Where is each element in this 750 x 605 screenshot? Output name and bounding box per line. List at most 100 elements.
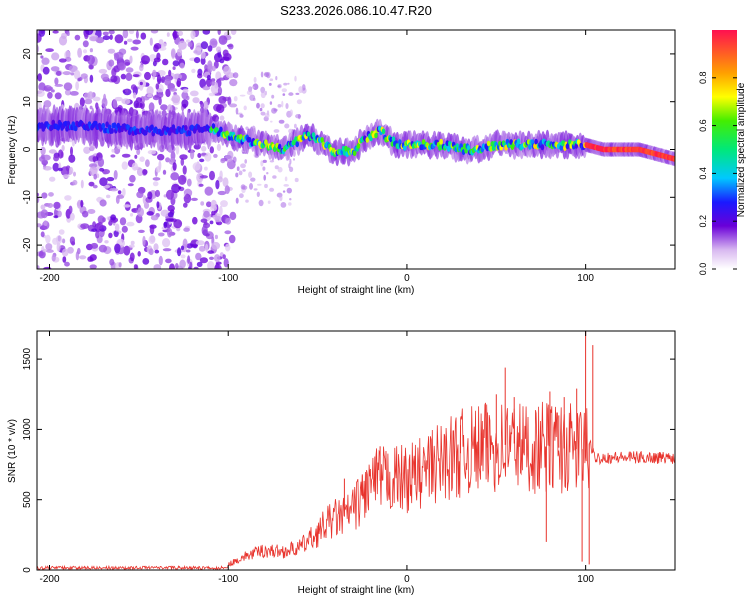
noise-blob [134, 154, 138, 159]
noise-blob [74, 34, 81, 41]
noise-blob [102, 31, 109, 36]
noise-blob [297, 114, 301, 120]
noise-blob [203, 100, 209, 111]
noise-blob [241, 185, 248, 190]
noise-blob [41, 192, 48, 199]
noise-blob [249, 94, 256, 101]
noise-blob [214, 82, 219, 89]
noise-blob [236, 166, 240, 171]
noise-blob [280, 202, 287, 208]
noise-blob [189, 90, 199, 97]
noise-blob [160, 209, 170, 217]
noise-blob [84, 98, 93, 105]
noise-blob [146, 86, 154, 96]
noise-blob [269, 187, 275, 192]
ridge-cell [219, 126, 223, 133]
colorbar-ticks: 0.0 0.2 0.4 0.6 0.8 [698, 72, 737, 275]
ridge-cell [540, 144, 545, 151]
noise-blob [178, 40, 187, 50]
noise-blob [260, 86, 266, 94]
noise-blob [54, 92, 62, 100]
noise-blob [129, 174, 136, 183]
noise-blob [253, 188, 258, 191]
noise-blob [194, 57, 201, 64]
noise-blob [195, 240, 205, 246]
noise-blob [89, 105, 93, 110]
noise-blob [92, 156, 97, 162]
noise-blob [177, 30, 184, 36]
spectrogram-x-tick-label: -200 [40, 273, 60, 284]
noise-blob [248, 171, 253, 178]
noise-blob [180, 254, 186, 259]
noise-blob [155, 83, 160, 90]
noise-blob [266, 172, 269, 175]
noise-blob [89, 48, 93, 53]
noise-blob [228, 103, 238, 108]
noise-blob [40, 146, 46, 156]
noise-blob [191, 68, 196, 74]
noise-blob [190, 197, 198, 201]
noise-blob [232, 156, 237, 163]
noise-blob [201, 225, 208, 236]
noise-blob [53, 155, 60, 162]
noise-blob [153, 243, 159, 252]
noise-blob [37, 265, 40, 269]
noise-blob [72, 179, 78, 186]
noise-blob [189, 261, 193, 269]
noise-blob [99, 199, 107, 207]
noise-blob [113, 170, 118, 180]
noise-blob [46, 249, 54, 253]
noise-blob [176, 77, 182, 88]
noise-blob [135, 97, 143, 103]
noise-blob [210, 40, 218, 46]
noise-blob [77, 47, 82, 58]
noise-blob [99, 177, 108, 187]
noise-blob [190, 149, 195, 160]
noise-blob [51, 89, 55, 93]
noise-blob [207, 261, 215, 269]
noise-blob [198, 245, 206, 252]
noise-blob [177, 247, 182, 257]
noise-blob [152, 69, 157, 78]
noise-blob [216, 143, 221, 151]
noise-blob [167, 211, 174, 218]
noise-blob [179, 154, 188, 160]
noise-blob [270, 120, 273, 123]
noise-blob [263, 174, 267, 181]
noise-blob [129, 55, 133, 64]
noise-blob [128, 30, 135, 35]
noise-blob [114, 34, 124, 44]
noise-blob [185, 193, 190, 200]
spectrogram-x-tick-label: -100 [218, 273, 238, 284]
noise-blob [127, 38, 133, 43]
noise-blob [289, 166, 294, 172]
noise-blob [123, 204, 131, 208]
noise-blob [187, 255, 191, 264]
noise-blob [62, 238, 66, 244]
noise-blob [260, 91, 266, 99]
noise-blob [43, 100, 52, 108]
noise-blob [284, 176, 288, 182]
noise-blob [130, 84, 137, 91]
noise-blob [127, 183, 134, 187]
noise-blob [136, 191, 144, 199]
noise-blob [289, 198, 292, 201]
noise-blob [169, 263, 175, 269]
noise-blob [121, 225, 128, 233]
noise-blob [108, 232, 113, 239]
noise-blob [109, 34, 113, 40]
noise-blob [149, 37, 153, 46]
noise-blob [122, 30, 129, 39]
noise-blob [80, 179, 84, 189]
noise-blob [79, 97, 85, 107]
noise-blob [124, 89, 129, 93]
noise-blob [148, 102, 155, 112]
noise-blob [131, 162, 138, 171]
noise-blob [277, 85, 281, 88]
noise-blob [267, 200, 271, 204]
noise-blob [149, 225, 155, 235]
noise-blob [210, 78, 216, 82]
noise-blob [132, 92, 137, 99]
noise-blob [235, 172, 239, 178]
